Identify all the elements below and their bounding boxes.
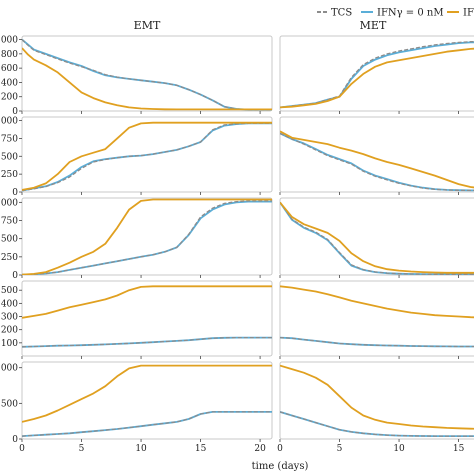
y-tick-label: 500 [1, 235, 18, 245]
series-line-ifn0 [280, 411, 474, 437]
series-line-tcs [22, 411, 272, 437]
legend-label-1: IFNγ = 0 nM [377, 8, 444, 19]
panel-frame [21, 35, 273, 112]
y-tick-label: 750 [1, 217, 18, 227]
x-tick-label: 5 [79, 444, 85, 454]
y-tick-label: 200 [1, 326, 18, 336]
y-tick-label: 0 [12, 188, 18, 198]
column-titles: EMT MET [134, 19, 387, 32]
panel-emt-row-5: 0 500 000 [1, 361, 273, 445]
y-tick-label: 000 [1, 364, 18, 374]
series-line-tcs [22, 200, 272, 275]
y-tick-label: 250 [1, 253, 18, 263]
x-axis-label: time (days) [252, 461, 309, 472]
y-tick-label: 0 [12, 435, 18, 445]
x-tick-label: 15 [453, 444, 465, 454]
series-line-ifn0 [280, 336, 474, 348]
series-line-ifn0 [280, 132, 474, 192]
series-line-ifn0 [22, 411, 272, 437]
panel-frame [279, 35, 474, 112]
y-tick-label: 000 [1, 198, 18, 208]
panel-frame [279, 116, 474, 193]
series-line-ifn [22, 364, 272, 423]
legend-label-2: IF [463, 8, 474, 19]
series-line-ifn [280, 130, 474, 189]
y-tick-label: 200 [1, 93, 18, 103]
y-tick-label: 500 [1, 399, 18, 409]
panel-met-row-2 [279, 116, 474, 195]
x-tick-label: 0 [19, 444, 25, 454]
series-line-tcs [22, 122, 272, 192]
panel-emt-row-1: 0 200 400 600 800 000 [1, 35, 273, 117]
panel-met-row-5 [279, 361, 474, 442]
panel-met-row-1 [279, 35, 474, 114]
panel-emt-row-3: 0 250 500 750 000 [1, 197, 273, 281]
y-tick-label: 000 [1, 117, 18, 127]
x-tick-label: 10 [135, 444, 147, 454]
legend-label-0: TCS [331, 8, 352, 19]
series-line-tcs [22, 39, 272, 111]
column-title-emt: EMT [134, 19, 161, 32]
series-line-tcs [280, 411, 474, 437]
x-axis: 0 5 10 15 20 0 5 10 15 time (days) [19, 444, 464, 472]
panel-frame [21, 280, 273, 357]
legend: TCS IFNγ = 0 nM IF [317, 8, 474, 19]
y-tick-label: 250 [1, 170, 18, 180]
panel-frame [279, 361, 474, 440]
y-tick-label: 500 [1, 286, 18, 296]
series-line-ifn [280, 47, 474, 109]
series-line-ifn [22, 47, 272, 111]
y-tick-label: 400 [1, 78, 18, 88]
y-tick-label: 500 [1, 152, 18, 162]
series-line-ifn [22, 121, 272, 191]
series-line-ifn [280, 201, 474, 274]
panel-frame [21, 361, 273, 440]
panels: 0200400600800000025050075000002505007500… [1, 35, 474, 445]
panel-met-row-3 [279, 197, 474, 278]
y-tick-label: 0 [12, 271, 18, 281]
x-tick-label: 10 [393, 444, 405, 454]
y-tick-label: 000 [1, 36, 18, 46]
x-tick-label: 5 [337, 444, 343, 454]
series-line-ifn0 [22, 122, 272, 192]
y-tick-label: 750 [1, 134, 18, 144]
series-line-ifn [280, 364, 474, 430]
series-line-tcs [280, 132, 474, 192]
series-line-ifn0 [22, 336, 272, 348]
series-line-ifn0 [280, 201, 474, 275]
panel-emt-row-2: 0 250 500 750 000 [1, 116, 273, 198]
x-tick-label: 0 [277, 444, 283, 454]
column-title-met: MET [360, 19, 387, 32]
y-tick-label: 100 [1, 339, 18, 349]
series-line-tcs [280, 40, 474, 109]
series-line-ifn0 [22, 200, 272, 275]
panel-frame [279, 280, 474, 357]
panel-frame [279, 197, 474, 276]
y-tick-label: 0 [12, 107, 18, 117]
series-line-ifn [280, 285, 474, 319]
panel-frame [21, 197, 273, 276]
y-tick-label: 300 [1, 313, 18, 323]
panel-emt-row-4: 100 200 300 400 500 [1, 280, 273, 359]
series-line-ifn [22, 285, 272, 319]
y-tick-label: 400 [1, 299, 18, 309]
y-tick-label: 600 [1, 64, 18, 74]
series-line-tcs [280, 202, 474, 275]
series-line-tcs [280, 336, 474, 348]
panel-frame [21, 116, 273, 193]
panel-met-row-4 [279, 280, 474, 359]
x-tick-label: 15 [195, 444, 207, 454]
x-tick-label: 20 [254, 444, 266, 454]
y-tick-label: 800 [1, 50, 18, 60]
series-line-ifn [22, 198, 272, 275]
